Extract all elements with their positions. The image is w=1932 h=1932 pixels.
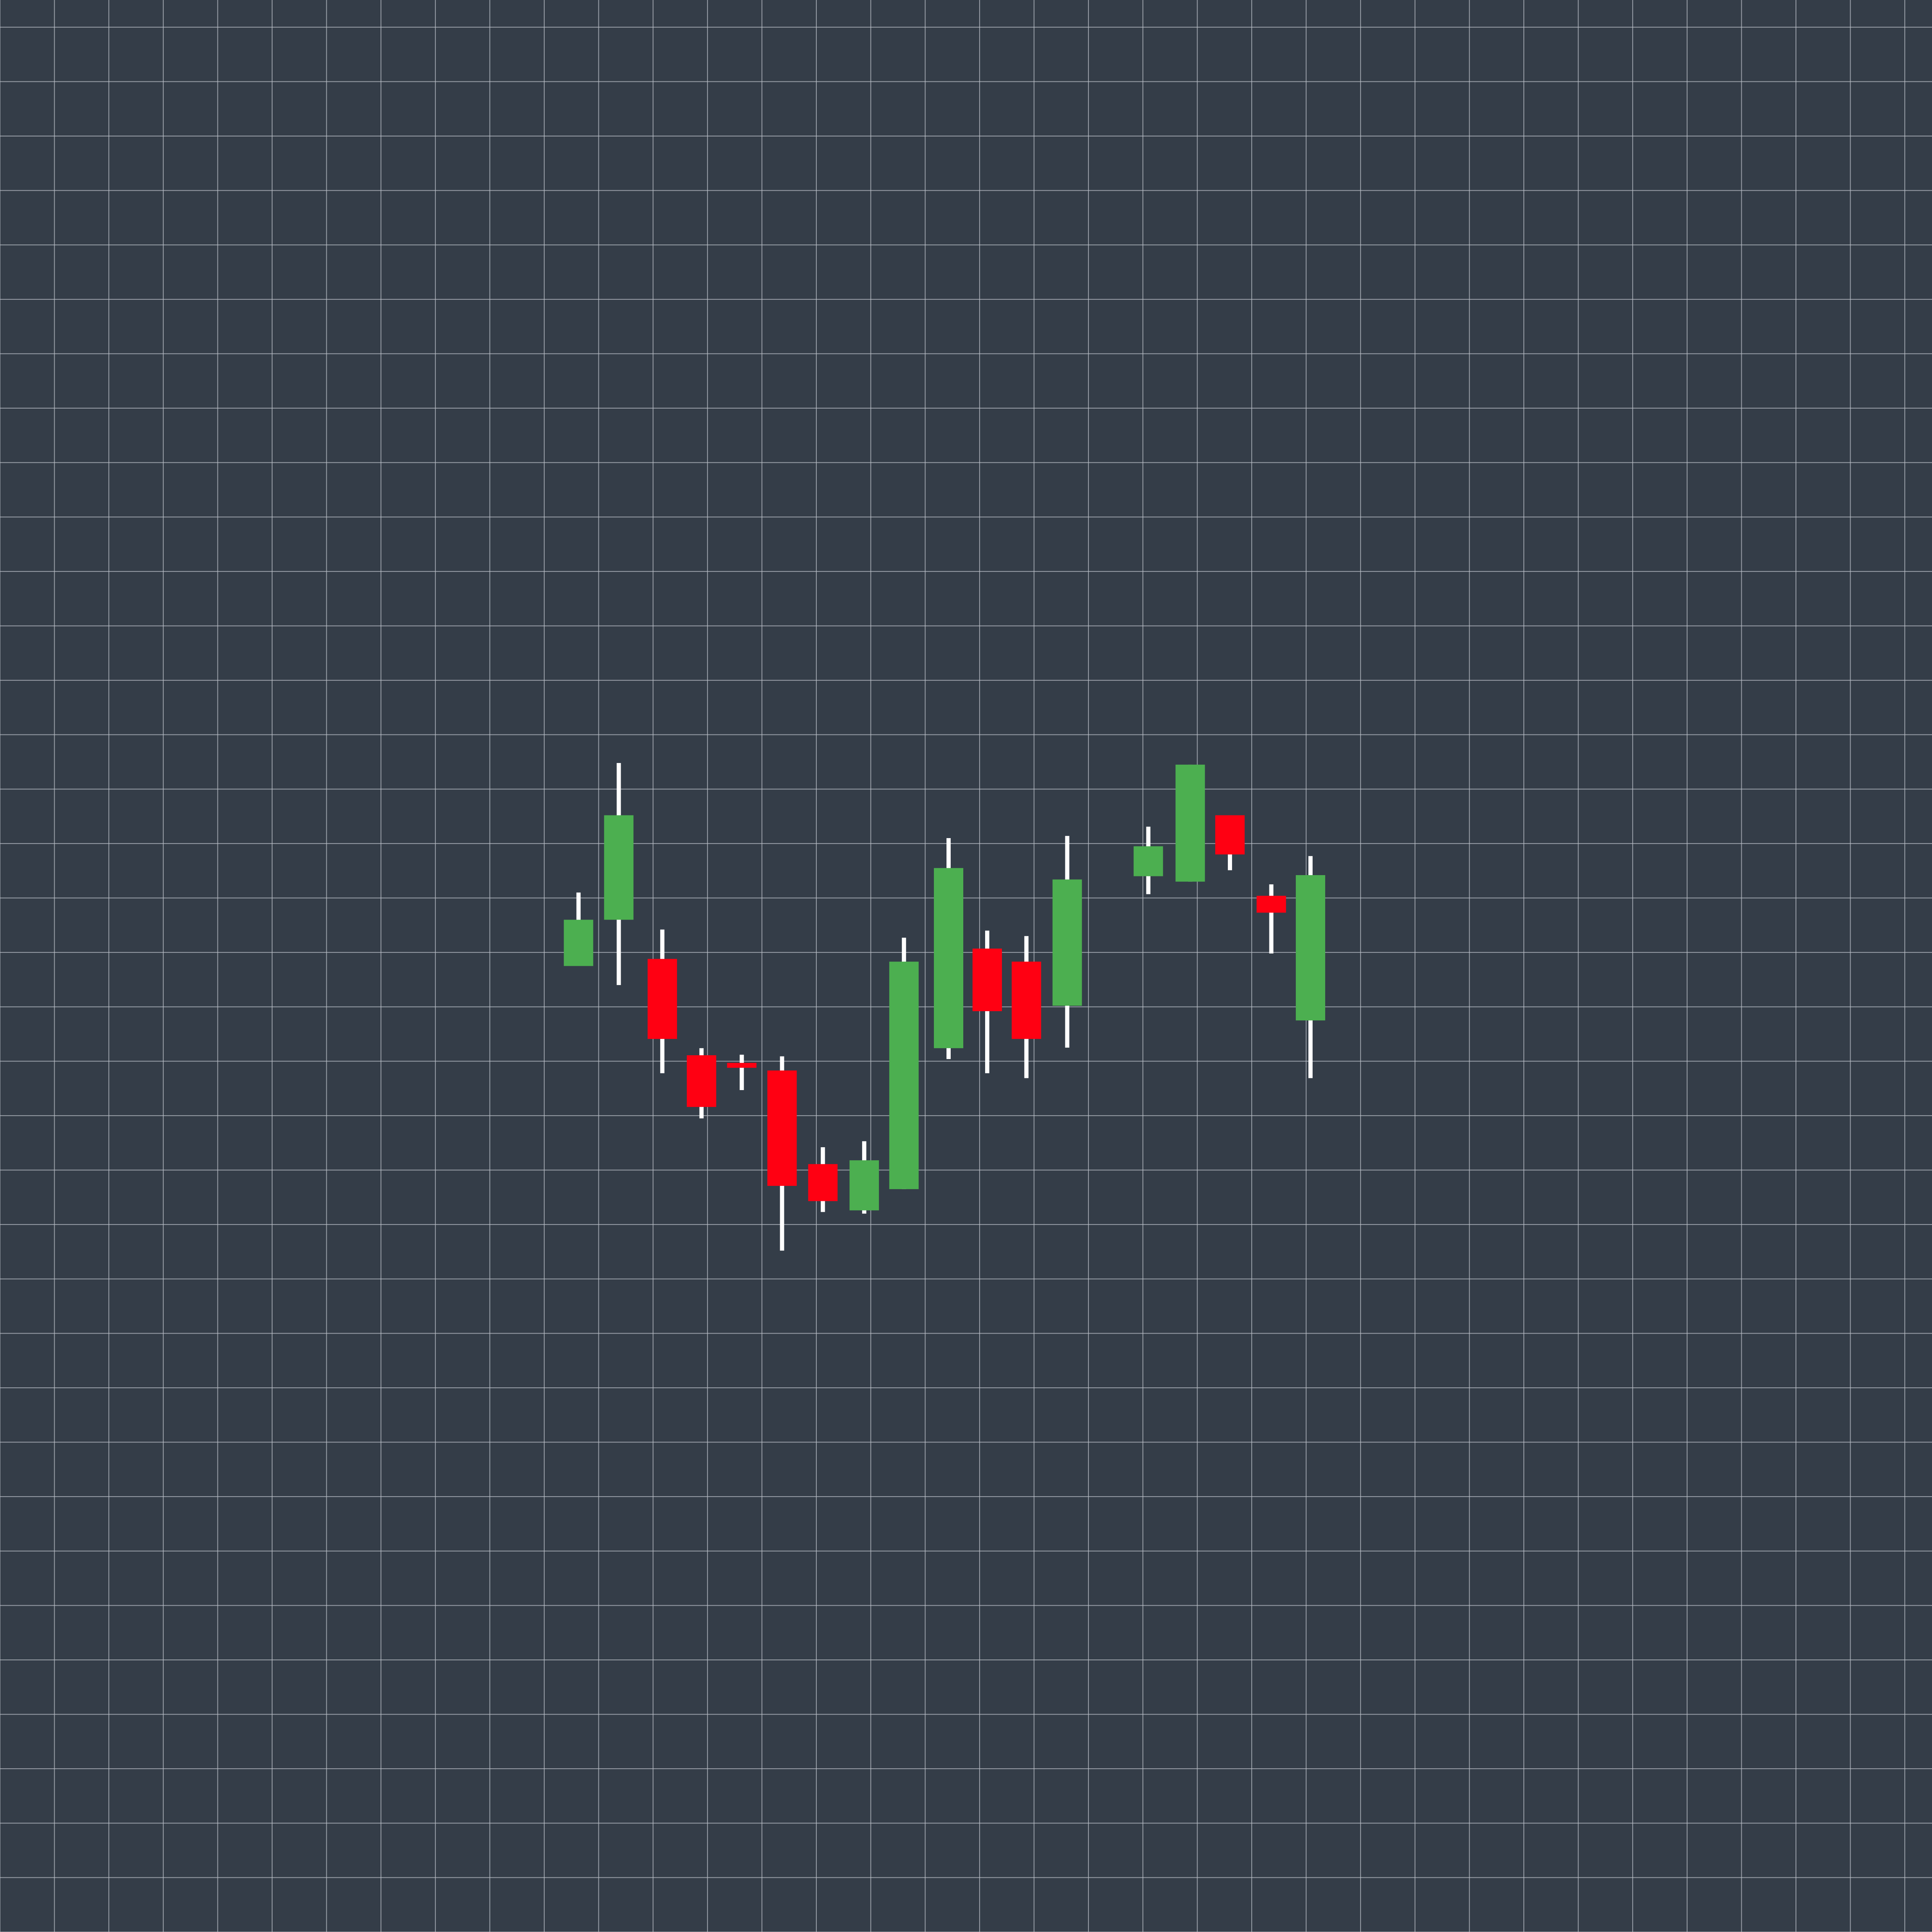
candle-body-17 xyxy=(1256,896,1286,913)
candle-body-5 xyxy=(727,1063,757,1068)
candle-body-6 xyxy=(767,1070,797,1186)
candle-body-18 xyxy=(1295,875,1325,1021)
candles xyxy=(564,763,1325,1251)
candle-body-8 xyxy=(849,1160,879,1211)
candle-body-4 xyxy=(687,1055,716,1107)
candle-body-14 xyxy=(1133,846,1163,876)
candle-body-2 xyxy=(604,815,634,920)
candle-body-11 xyxy=(973,949,1002,1012)
candle-body-1 xyxy=(564,920,593,966)
candle-body-3 xyxy=(647,959,677,1039)
candle-body-7 xyxy=(808,1164,838,1201)
candle-wick-5 xyxy=(739,1054,744,1091)
candle-body-12 xyxy=(1012,962,1041,1039)
candle-body-9 xyxy=(889,962,919,1189)
candle-wick-17 xyxy=(1269,884,1274,954)
candle-body-10 xyxy=(934,868,964,1049)
candle-body-13 xyxy=(1052,879,1082,1006)
candle-body-15 xyxy=(1175,764,1205,882)
candle-body-16 xyxy=(1215,815,1245,855)
